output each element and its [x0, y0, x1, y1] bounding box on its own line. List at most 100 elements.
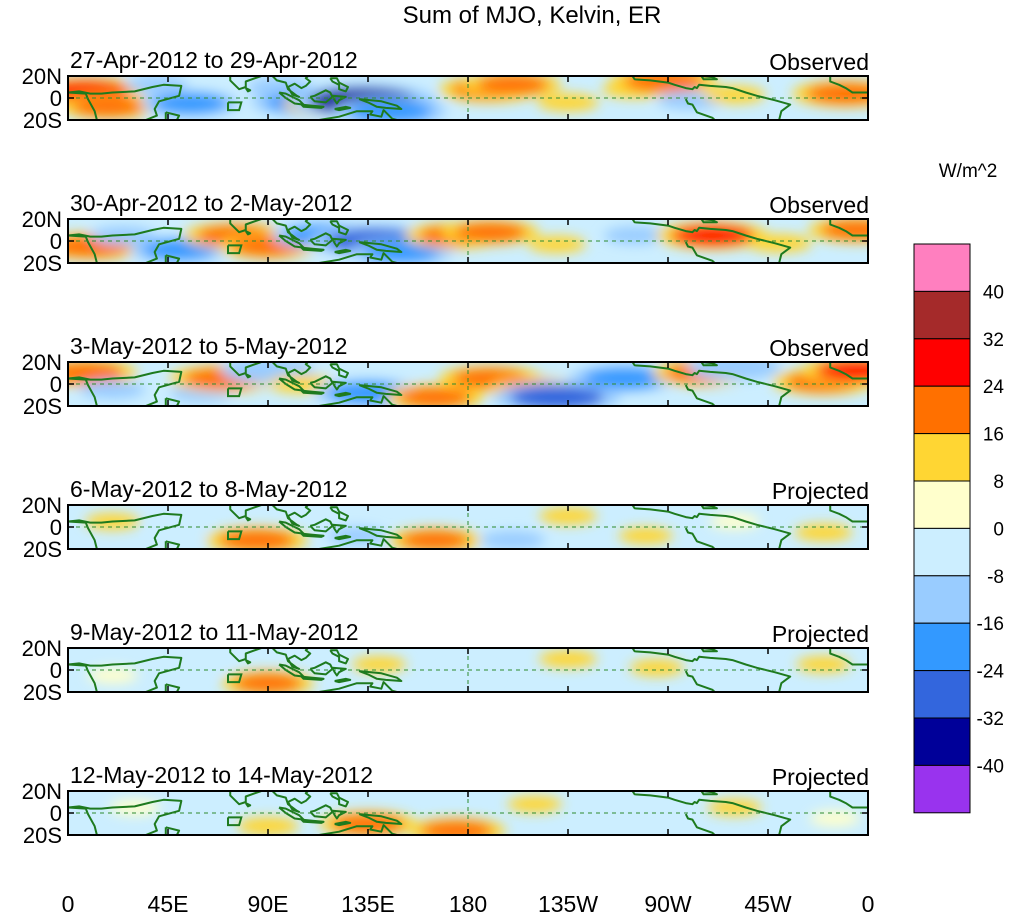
coastline	[358, 384, 403, 396]
coastlines	[68, 505, 868, 549]
coastline	[334, 248, 352, 255]
colorbar-label: 32	[983, 330, 1004, 351]
coastline	[164, 540, 181, 549]
coastline	[631, 791, 792, 835]
coastline	[684, 670, 716, 692]
coastline	[684, 384, 716, 406]
coastline	[318, 395, 398, 406]
x-tick-label: 135W	[538, 891, 598, 917]
coastline	[68, 83, 183, 120]
anomaly-mark	[746, 233, 812, 253]
y-tick-label: 20N	[22, 779, 62, 804]
anomaly-mark	[603, 226, 666, 245]
anomaly-mark	[709, 513, 761, 530]
anomaly-mark	[476, 76, 549, 95]
coastlines	[68, 648, 868, 692]
x-tick-label: 90W	[644, 891, 692, 917]
colorbar-label: 16	[983, 425, 1004, 446]
coastline	[318, 252, 398, 263]
coastline	[318, 109, 398, 120]
coastline	[229, 505, 262, 520]
coastline	[271, 362, 312, 384]
region-box	[227, 244, 243, 255]
anomaly-mark	[809, 810, 861, 827]
panel-status-label: Projected	[772, 764, 869, 790]
coastline	[309, 804, 334, 819]
coastline	[271, 648, 312, 670]
coastlines	[68, 76, 868, 120]
anomaly-mark	[71, 96, 145, 117]
region-box	[227, 387, 243, 398]
anomaly-field	[68, 648, 868, 692]
coastline	[244, 516, 252, 522]
chart-title: Sum of MJO, Kelvin, ER	[403, 2, 662, 29]
anomaly-mark	[142, 239, 216, 260]
y-tick-label: 20S	[23, 394, 62, 419]
y-tick-label: 20S	[23, 251, 62, 276]
panel-status-label: Projected	[772, 478, 869, 504]
y-tick-label: 20N	[22, 207, 62, 232]
coastline	[164, 683, 181, 692]
x-tick-label: 90E	[248, 891, 289, 917]
anomaly-blobs	[87, 650, 851, 692]
coastline	[331, 380, 347, 391]
panel-status-label: Observed	[769, 335, 869, 361]
anomaly-mark	[87, 667, 138, 684]
coastline	[309, 661, 334, 676]
panel-period-label: 9-May-2012 to 11-May-2012	[70, 619, 359, 645]
y-tick-label: 20N	[22, 636, 62, 661]
y-tick-label: 0	[50, 515, 62, 540]
y-tick-label: 0	[50, 372, 62, 397]
coastline	[300, 675, 325, 681]
coastline	[358, 670, 403, 682]
colorbar-label: -32	[977, 709, 1004, 730]
colorbar-swatch	[913, 385, 971, 435]
anomaly-mark	[629, 659, 685, 677]
coastline	[229, 219, 262, 234]
coastline	[331, 237, 347, 248]
coastline	[164, 397, 181, 406]
coastline	[271, 76, 312, 98]
coastline	[329, 506, 349, 522]
y-tick-label: 20N	[22, 493, 62, 518]
coastline	[229, 362, 262, 377]
coastline	[331, 94, 347, 105]
coastline	[631, 648, 792, 692]
coastline	[829, 505, 868, 523]
x-tick-label: 45E	[148, 891, 189, 917]
coastline	[318, 538, 398, 549]
anomaly-mark	[539, 507, 597, 525]
colorbar-label: -24	[977, 662, 1005, 683]
y-tick-label: 0	[50, 229, 62, 254]
panel-period-label: 30-Apr-2012 to 2-May-2012	[70, 190, 353, 216]
anomaly-field	[68, 791, 868, 835]
coastline	[309, 89, 334, 104]
coastline	[68, 655, 183, 692]
region-box	[227, 101, 243, 112]
anomaly-mark	[420, 820, 494, 835]
coastline	[329, 77, 349, 93]
anomaly-mark	[620, 810, 672, 827]
panel-status-label: Observed	[769, 49, 869, 75]
anomaly-mark	[539, 650, 597, 668]
coastline	[68, 226, 183, 263]
panel-period-label: 12-May-2012 to 14-May-2012	[70, 762, 373, 788]
coastline	[331, 523, 347, 534]
colorbar: W/m^2 40 32 24 16 8 0 -8 -16 -24 -32 -40	[913, 161, 1005, 814]
coastline	[358, 813, 403, 825]
colorbar-units: W/m^2	[939, 161, 998, 182]
anomaly-blobs	[85, 507, 853, 549]
y-tick-label: 20S	[23, 680, 62, 705]
anomaly-mark	[618, 527, 673, 545]
y-tick-label: 20N	[22, 350, 62, 375]
coastline	[329, 220, 349, 236]
coastline	[358, 241, 403, 253]
y-tick-label: 0	[50, 86, 62, 111]
anomaly-mark	[820, 220, 868, 240]
coastline	[271, 505, 312, 527]
